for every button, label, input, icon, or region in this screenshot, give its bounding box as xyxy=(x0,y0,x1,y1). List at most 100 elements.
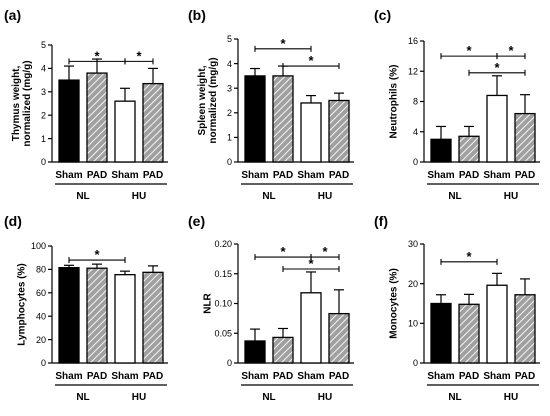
y-tick-label: 0.05 xyxy=(214,328,232,338)
bar xyxy=(58,266,80,364)
category-label: Sham xyxy=(427,170,454,181)
group-label: HU xyxy=(318,191,332,202)
bar xyxy=(114,274,136,364)
y-tick-label: 0 xyxy=(413,358,418,368)
category-label: Sham xyxy=(297,371,324,382)
bar xyxy=(458,135,480,163)
bar xyxy=(328,99,350,163)
y-tick-label: 12 xyxy=(408,66,418,76)
y-tick-label: 4 xyxy=(227,59,232,69)
category-label: PAD xyxy=(515,371,535,382)
significance-star: * xyxy=(494,60,500,75)
y-tick-label: 100 xyxy=(31,241,46,251)
y-tick-label: 0.15 xyxy=(214,269,232,279)
bar xyxy=(514,294,536,364)
category-label: PAD xyxy=(273,170,293,181)
bar xyxy=(58,79,80,163)
significance-star: * xyxy=(508,43,514,58)
y-tick-label: 5 xyxy=(41,40,46,50)
bar xyxy=(458,303,480,364)
y-tick-label: 20 xyxy=(408,279,418,289)
category-label: Sham xyxy=(241,170,268,181)
panel-label: (a) xyxy=(4,7,21,23)
group-label: HU xyxy=(132,191,146,202)
y-tick-label: 60 xyxy=(36,288,46,298)
group-label: NL xyxy=(76,392,89,403)
significance-star: * xyxy=(466,249,472,264)
bar xyxy=(86,267,108,364)
y-axis-label: Spleen weight, xyxy=(197,65,208,135)
bar xyxy=(486,284,508,364)
group-label: HU xyxy=(504,392,518,403)
category-label: Sham xyxy=(55,170,82,181)
panel-label: (c) xyxy=(374,7,391,23)
significance-star: * xyxy=(308,53,314,68)
bar xyxy=(114,100,136,163)
y-axis-label: Lymphocytes (%) xyxy=(17,263,28,345)
significance-star: * xyxy=(94,247,100,262)
significance-star: * xyxy=(280,244,286,259)
y-tick-label: 1 xyxy=(227,133,232,143)
group-label: HU xyxy=(504,191,518,202)
significance-star: * xyxy=(94,48,100,63)
category-label: PAD xyxy=(87,170,107,181)
bar xyxy=(328,312,350,364)
category-label: PAD xyxy=(87,371,107,382)
y-tick-label: 0 xyxy=(41,358,46,368)
y-tick-label: 4 xyxy=(413,127,418,137)
bar xyxy=(244,340,266,364)
y-tick-label: 0 xyxy=(227,358,232,368)
significance-star: * xyxy=(308,256,314,271)
significance-star: * xyxy=(136,48,142,63)
category-label: PAD xyxy=(273,371,293,382)
y-tick-label: 1 xyxy=(41,134,46,144)
y-axis-label: NLR xyxy=(203,292,214,313)
y-tick-label: 0 xyxy=(413,157,418,167)
group-label: NL xyxy=(262,392,275,403)
panel-label: (b) xyxy=(188,7,206,23)
category-label: PAD xyxy=(459,371,479,382)
y-axis-label: Neutrophils (%) xyxy=(389,65,400,139)
bar xyxy=(244,75,266,163)
bar xyxy=(142,82,164,163)
y-tick-label: 10 xyxy=(408,319,418,329)
bar xyxy=(142,271,164,364)
category-label: Sham xyxy=(483,371,510,382)
panel-label: (e) xyxy=(188,213,205,229)
y-tick-label: 2 xyxy=(41,110,46,120)
bar xyxy=(300,292,322,364)
category-label: PAD xyxy=(143,170,163,181)
category-label: Sham xyxy=(55,371,82,382)
category-label: PAD xyxy=(515,170,535,181)
y-tick-label: 4 xyxy=(41,64,46,74)
y-tick-label: 40 xyxy=(36,311,46,321)
group-label: NL xyxy=(262,191,275,202)
group-label: NL xyxy=(448,191,461,202)
y-tick-label: 0.10 xyxy=(214,299,232,309)
category-label: Sham xyxy=(483,170,510,181)
y-tick-label: 0 xyxy=(41,157,46,167)
bar xyxy=(430,302,452,364)
group-label: NL xyxy=(76,191,89,202)
y-tick-label: 5 xyxy=(227,34,232,44)
category-label: Sham xyxy=(241,371,268,382)
significance-star: * xyxy=(466,43,472,58)
category-label: PAD xyxy=(329,170,349,181)
significance-star: * xyxy=(322,244,328,259)
y-tick-label: 3 xyxy=(227,83,232,93)
y-tick-label: 30 xyxy=(408,239,418,249)
y-tick-label: 20 xyxy=(36,335,46,345)
y-axis-label: normalized (mg/g) xyxy=(208,57,219,143)
category-label: PAD xyxy=(329,371,349,382)
y-tick-label: 0 xyxy=(227,157,232,167)
bar xyxy=(430,138,452,163)
category-label: Sham xyxy=(427,371,454,382)
category-label: Sham xyxy=(111,170,138,181)
y-tick-label: 8 xyxy=(413,97,418,107)
category-label: Sham xyxy=(297,170,324,181)
y-tick-label: 3 xyxy=(41,87,46,97)
group-label: HU xyxy=(132,392,146,403)
y-axis-label: normalized (mg/g) xyxy=(22,60,33,146)
category-label: Sham xyxy=(111,371,138,382)
